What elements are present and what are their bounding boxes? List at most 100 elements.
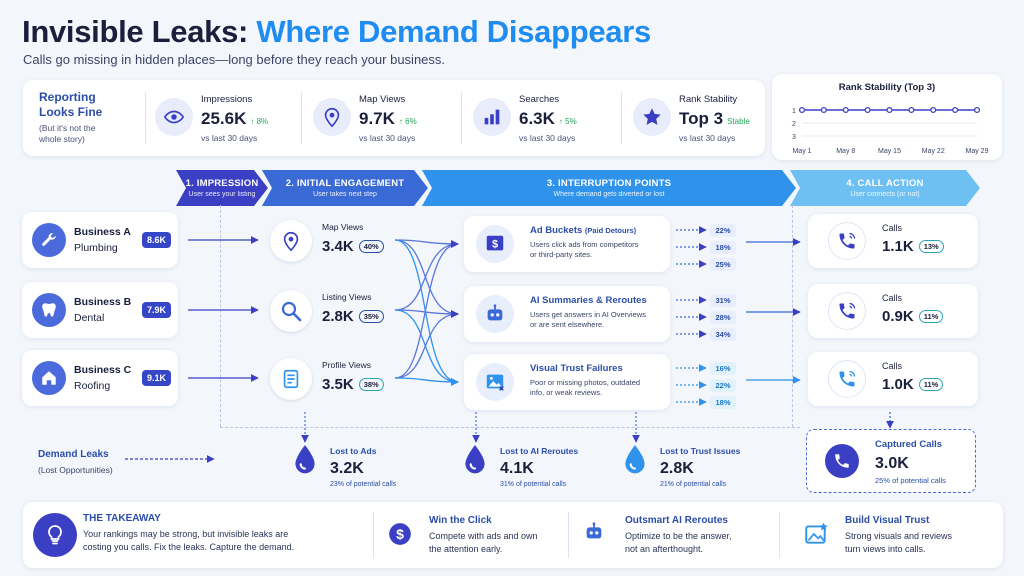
engagement-item[interactable]: Map Views 3.4K 40%: [270, 216, 420, 266]
y-tick-label: 3: [792, 134, 796, 141]
x-tick-label: May 15: [878, 148, 901, 155]
rank-point: [930, 106, 937, 114]
leak-note: 21% of potential calls: [660, 481, 727, 488]
metric-value: 6.3K: [519, 109, 555, 128]
rank-point: [820, 106, 827, 114]
phone-icon: [828, 292, 866, 330]
metric-value: 25.6K: [201, 109, 247, 128]
call-label: Calls: [882, 293, 903, 303]
engagement-item[interactable]: Listing Views 2.8K 35%: [270, 286, 420, 336]
call-pct: 11%: [918, 378, 944, 391]
metric-label: Searches: [519, 94, 560, 105]
dollar-coin-icon: $: [387, 521, 413, 552]
divider: [145, 92, 146, 144]
leak-title: Lost to Trust Issues: [660, 446, 741, 456]
robot-icon: [583, 521, 605, 548]
water-drop-icon: [462, 444, 488, 481]
business-card[interactable]: Business A Plumbing 8.6K: [22, 212, 178, 268]
leak-pct-pill: 28%: [710, 311, 736, 324]
engagement-item[interactable]: Profile Views 3.5K 38%: [270, 354, 420, 404]
divider: [779, 512, 780, 558]
map-pin-icon: [313, 98, 351, 136]
title-part-1: Invisible Leaks:: [22, 14, 249, 49]
call-pct: 11%: [918, 310, 944, 323]
metric-2: Searches 6.3K ↑ 5% vs last 30 days: [519, 94, 629, 143]
interruption-desc: Poor or missing photos, outdated info, or…: [530, 378, 641, 397]
divider: [461, 92, 462, 144]
rank-chart-svg: 1 2 3 May 1 May 8 May 15 May 22 May 29: [792, 106, 989, 155]
tip-title: Outsmart AI Reroutes: [625, 515, 728, 526]
takeaway-text: THE TAKEAWAY Your rankings may be strong…: [83, 513, 295, 552]
x-tick-label: May 22: [922, 148, 945, 155]
leak-value: 4.1K: [500, 460, 534, 477]
leak-pct-pill: 25%: [710, 258, 736, 271]
tip-desc: Compete with ads and own the attention ea…: [429, 531, 538, 554]
interruption-card[interactable]: AI Summaries & Reroutes Users get answer…: [464, 286, 670, 342]
leak-pct-pill: 18%: [710, 241, 736, 254]
metric-label: Rank Stability: [679, 94, 738, 105]
leak-value: 3.2K: [330, 460, 364, 477]
business-value-badge: 7.9K: [142, 302, 172, 318]
rank-point: [842, 106, 849, 114]
engagement-value: 3.4K: [322, 238, 354, 255]
call-card[interactable]: Calls 1.1K 13%: [808, 214, 978, 268]
page-title: Invisible Leaks: Where Demand Disappears: [22, 14, 651, 50]
engagement-label: Profile Views: [322, 360, 371, 370]
business-name: Business B: [74, 296, 132, 308]
metric-label: Map Views: [359, 94, 406, 105]
reporting-block: Reporting Looks Fine (But it's not the w…: [39, 90, 149, 145]
interruption-card[interactable]: $ Ad Buckets (Paid Detours) Users click …: [464, 216, 670, 272]
chart-title: Rank Stability (Top 3): [838, 82, 936, 93]
leak-note: 23% of potential calls: [330, 481, 397, 488]
business-name: Business A: [74, 226, 131, 238]
flow-curve: [394, 239, 459, 386]
eye-icon: [155, 98, 193, 136]
engagement-value: 2.8K: [322, 308, 354, 325]
metric-sub: vs last 30 days: [359, 133, 416, 143]
captured-calls-box: Captured Calls 3.0K 25% of potential cal…: [806, 429, 976, 493]
flow-curve: [394, 377, 459, 386]
metric-value: 9.7K: [359, 109, 395, 128]
rank-point: [952, 106, 959, 114]
metric-sub: vs last 30 days: [201, 133, 258, 143]
call-label: Calls: [882, 223, 903, 233]
interruption-title: Visual Trust Failures: [530, 363, 623, 374]
picture-star-icon: [803, 521, 829, 552]
divider: [621, 92, 622, 144]
leak-title: Lost to AI Reroutes: [500, 446, 579, 456]
interruption-card[interactable]: Visual Trust Failures Poor or missing ph…: [464, 354, 670, 410]
y-tick-label: 1: [792, 108, 796, 115]
column-guide: [792, 205, 793, 427]
call-value: 1.0K: [882, 376, 914, 393]
call-value: 1.1K: [882, 238, 914, 255]
business-type: Roofing: [74, 380, 111, 392]
metric-sub: vs last 30 days: [679, 133, 736, 143]
engagement-label: Listing Views: [322, 292, 372, 302]
leak-pct-pill: 16%: [710, 362, 736, 375]
tip-item: Outsmart AI Reroutes Optimize to be the …: [625, 515, 775, 556]
engagement-label: Map Views: [322, 222, 364, 232]
stage-1: 1. IMPRESSION User sees your listing: [176, 170, 268, 206]
wrench-icon: [32, 223, 66, 257]
call-card[interactable]: Calls 0.9K 11%: [808, 284, 978, 338]
engagement-pct: 38%: [358, 378, 384, 391]
stage-4: 4. CALL ACTION User connects (or not): [790, 170, 980, 206]
metrics-card: Reporting Looks Fine (But it's not the w…: [23, 80, 765, 156]
call-value: 0.9K: [882, 308, 914, 325]
leak-pct-pill: 22%: [710, 224, 736, 237]
interruption-title: AI Summaries & Reroutes: [530, 295, 647, 306]
call-card[interactable]: Calls 1.0K 11%: [808, 352, 978, 406]
water-drop-icon: [622, 444, 648, 481]
leak-pct-pill: 22%: [710, 379, 736, 392]
call-pct: 13%: [918, 240, 944, 253]
rank-point: [798, 106, 806, 114]
leak-pct-pill: 31%: [710, 294, 736, 307]
metric-delta: ↑ 8%: [250, 117, 269, 126]
rank-stability-chart: Rank Stability (Top 3) 1 2 3 May 1 May 8 May …: [772, 74, 1002, 160]
tip-title: Win the Click: [429, 515, 492, 526]
business-card[interactable]: Business C Roofing 9.1K: [22, 350, 178, 406]
rank-point: [886, 106, 893, 114]
interruption-desc: Users click ads from competitors or third…: [530, 240, 639, 259]
business-card[interactable]: Business B Dental 7.9K: [22, 282, 178, 338]
divider: [301, 92, 302, 144]
